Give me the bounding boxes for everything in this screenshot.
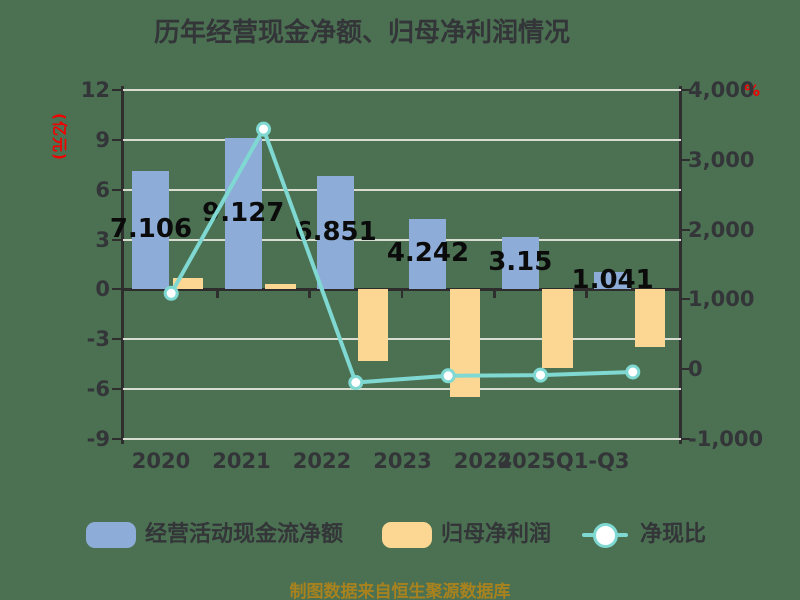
left-axis-tick-label: 3 [95,227,110,252]
legend-item-cashflow[interactable]: 经营活动现金流净额 [86,519,364,551]
right-axis-tick-label: 0 [688,357,703,382]
bar-net-profit[interactable] [634,289,666,347]
legend-swatch-netprofit [382,522,432,548]
left-axis-tick-label: 6 [95,177,110,202]
x-axis-label: 2021 [212,449,271,473]
right-axis-tick [681,228,690,231]
bar-value-label: 1.041 [571,264,654,295]
right-axis-tick [681,298,690,301]
left-axis-tick-label: 12 [80,78,110,102]
left-axis-tick-label: -3 [86,327,110,352]
left-axis-tick [112,388,121,391]
left-axis-tick-label: 9 [95,127,110,152]
x-axis-tick [216,290,219,299]
x-axis-tick [493,290,496,299]
line-data-point[interactable] [533,367,548,383]
right-axis-tick-label: 4,000 [688,78,755,102]
x-axis-label: 2023 [373,449,432,473]
x-axis-label: 2022 [292,449,352,473]
bar-net-profit[interactable] [173,278,204,290]
gridline [123,388,681,391]
bar-net-profit[interactable] [357,289,389,361]
right-axis-tick [681,158,690,161]
right-axis-tick [681,368,690,371]
data-source-note: 制图数据来自恒生聚源数据库 [289,582,511,600]
right-axis-line [679,86,682,444]
gridline [123,438,681,440]
left-axis-tick [112,238,121,241]
legend-swatch-cashflow [86,522,136,548]
left-axis-tick [112,288,121,291]
x-axis-tick [400,290,404,299]
legend-label-netcash-ratio: 净现比 [640,522,707,547]
line-data-point[interactable] [625,364,641,380]
bar-operating-cashflow[interactable] [132,171,170,290]
left-axis-tick-label: 0 [95,277,110,302]
chart-title: 历年经营现金净额、归母净利润情况 [153,18,571,48]
line-data-point[interactable] [348,375,364,390]
gridline [123,89,681,91]
legend: 经营活动现金流净额 归母净利润 净现比 [0,519,800,551]
gridline [123,138,681,141]
legend-label-cashflow: 经营活动现金流净额 [145,522,344,547]
x-axis-tick [308,290,311,299]
gridline [123,188,681,191]
left-axis-tick [112,89,121,91]
bar-net-profit[interactable] [450,289,481,398]
legend-circle-icon [593,523,618,548]
gridline [123,338,681,341]
legend-item-netprofit[interactable]: 归母净利润 [382,519,560,551]
right-axis-tick-label: 2,000 [688,217,755,242]
left-axis-tick [112,438,121,440]
line-data-point[interactable] [256,121,271,137]
left-axis-tick-label: -9 [86,427,110,451]
right-axis-tick-label: -1,000 [688,427,764,451]
legend-label-netprofit: 归母净利润 [441,522,552,547]
left-axis-tick [112,138,121,141]
x-axis-label: 2020 [131,449,191,473]
x-axis-label: 2025Q1-Q3 [497,449,630,473]
x-axis-label: 2024 [453,449,513,473]
right-axis-unit-label: % [744,81,761,100]
bar-net-profit[interactable] [542,289,573,368]
bar-net-profit[interactable] [265,284,296,290]
left-axis-tick [112,188,121,191]
left-axis-line [121,86,124,444]
right-axis-tick-label: 3,000 [688,147,755,172]
right-axis-tick [681,438,690,440]
right-axis-tick [681,89,690,91]
left-axis-tick-label: -6 [86,377,110,402]
legend-item-netcash-ratio[interactable]: 净现比 [582,519,712,551]
left-axis-tick [112,338,121,341]
right-axis-tick-label: 1,000 [688,287,755,312]
